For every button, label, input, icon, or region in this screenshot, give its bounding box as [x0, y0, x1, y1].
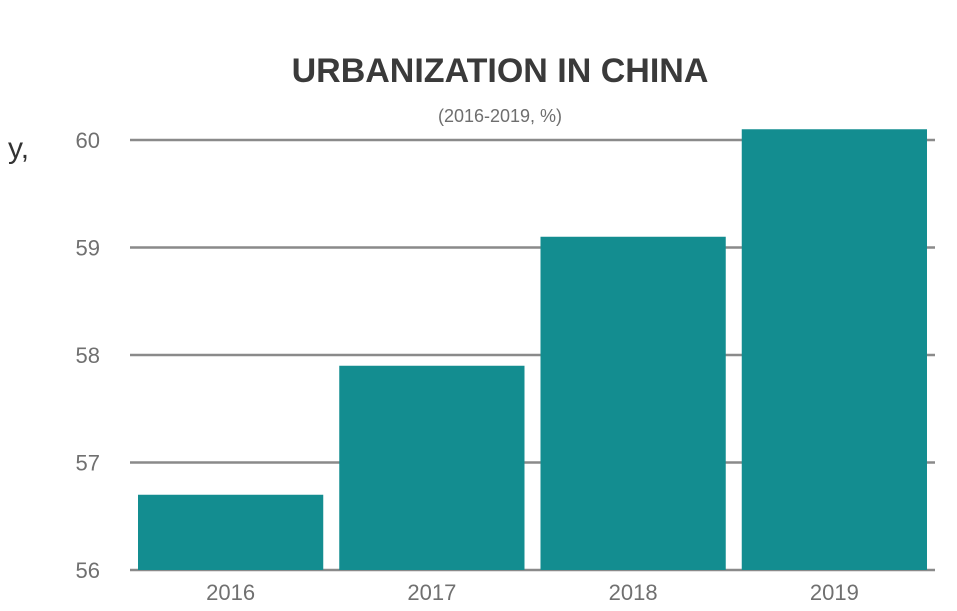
chart-title: URBANIZATION IN CHINA	[292, 52, 709, 90]
y-tick-label: 57	[76, 451, 100, 476]
y-tick-label: 56	[76, 558, 100, 583]
x-tick-label: 2018	[609, 580, 658, 605]
x-tick-label: 2016	[206, 580, 255, 605]
y-tick-label: 58	[76, 343, 100, 368]
chart-subtitle: (2016-2019, %)	[438, 106, 562, 126]
side-mark-text: y,	[8, 132, 29, 165]
x-tick-label: 2019	[810, 580, 859, 605]
x-axis-categories: 2016 2017 2018 2019	[206, 580, 859, 605]
bar-2019	[741, 129, 927, 570]
bar-2016	[138, 494, 324, 570]
bars	[138, 129, 927, 570]
bar-2017	[339, 365, 525, 570]
bar-2018	[540, 236, 726, 570]
y-tick-label: 60	[76, 128, 100, 153]
y-axis-ticks: 56 57 58 59 60	[76, 128, 100, 583]
x-tick-label: 2017	[407, 580, 456, 605]
y-tick-label: 59	[76, 236, 100, 261]
